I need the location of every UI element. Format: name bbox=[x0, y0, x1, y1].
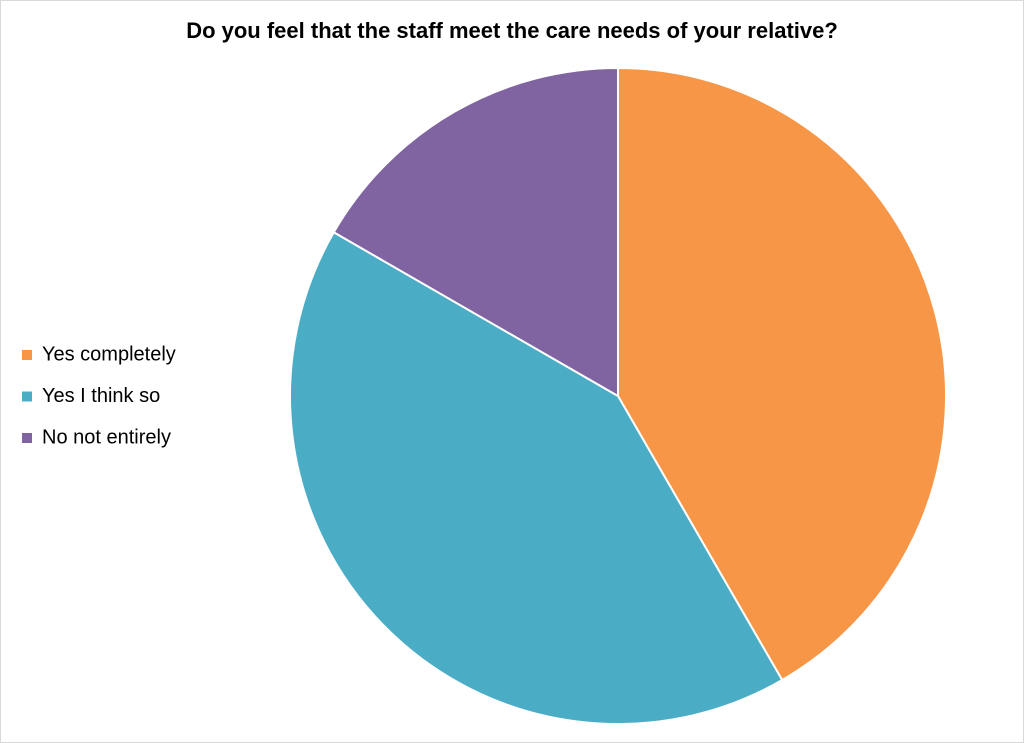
legend-swatch bbox=[22, 391, 32, 402]
pie-slice bbox=[289, 230, 784, 725]
legend-swatch bbox=[22, 433, 32, 443]
chart-title: Do you feel that the staff meet the care… bbox=[186, 18, 838, 43]
pie-slice bbox=[332, 66, 619, 398]
legend-label: Yes I think so bbox=[42, 385, 160, 407]
legend-swatch bbox=[22, 350, 32, 360]
legend-label: Yes completely bbox=[42, 343, 176, 365]
legend: Yes completely Yes I think so No not entir… bbox=[22, 343, 176, 448]
pie bbox=[289, 66, 947, 725]
legend-label: No not entirely bbox=[42, 426, 171, 448]
pie-slice bbox=[617, 66, 947, 682]
